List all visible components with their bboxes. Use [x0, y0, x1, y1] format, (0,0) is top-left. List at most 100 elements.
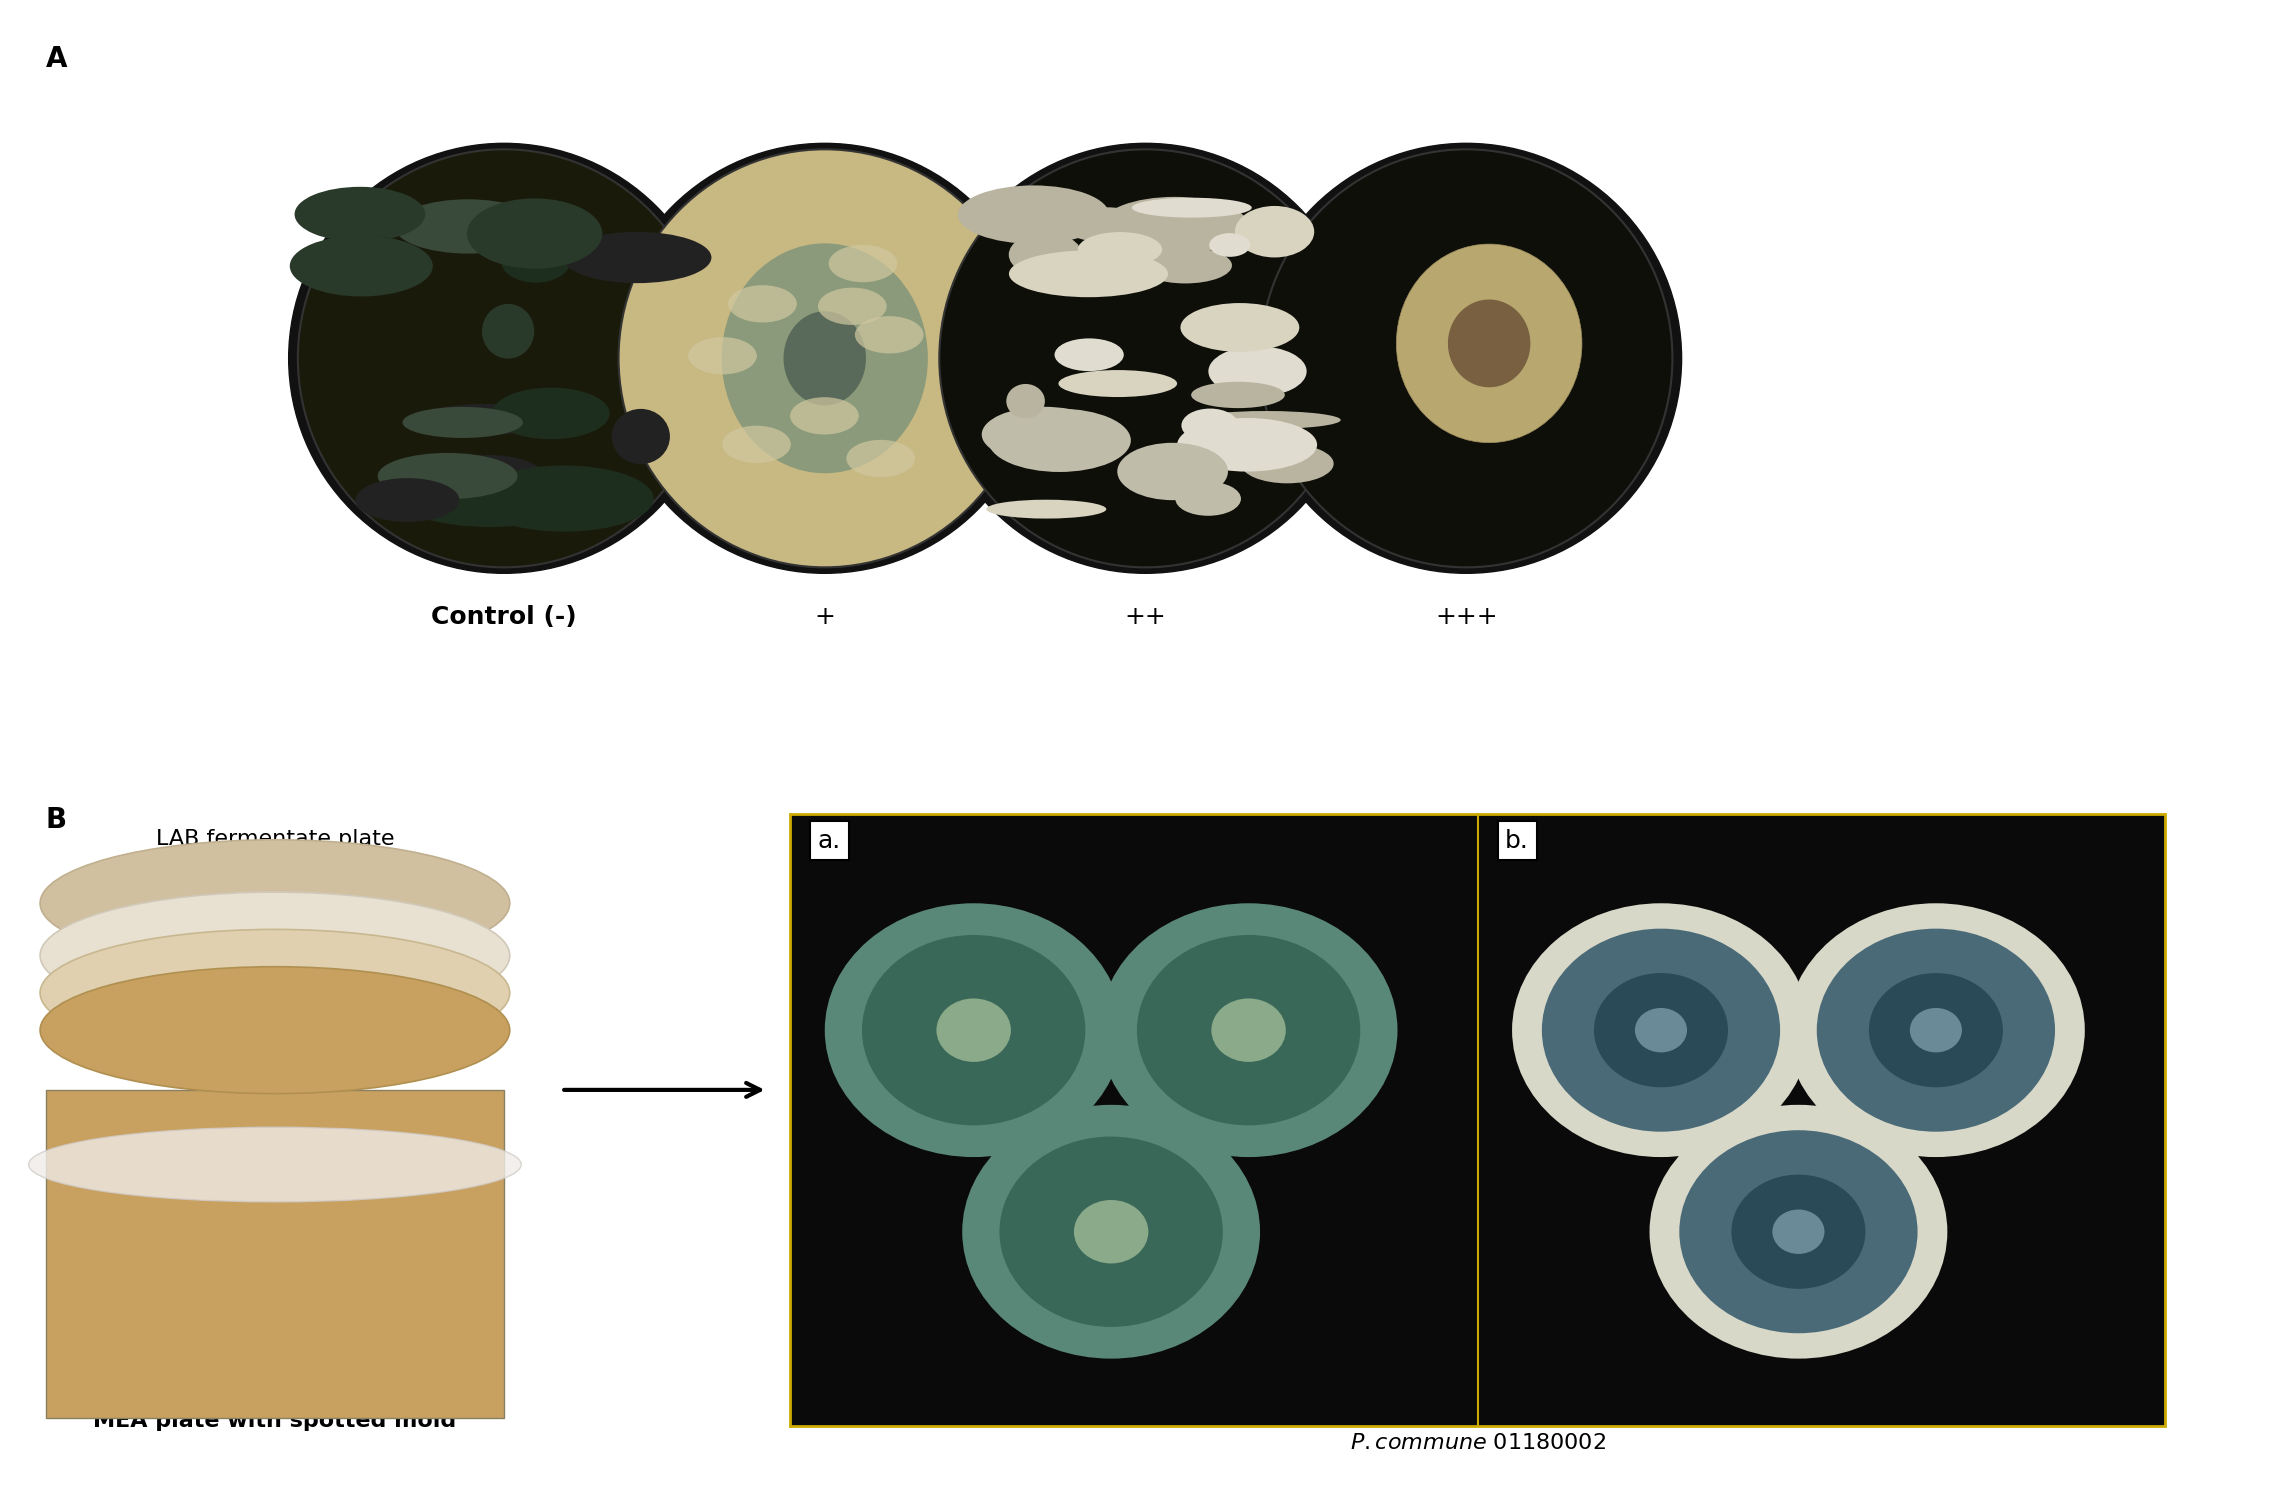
Ellipse shape [1182, 409, 1239, 442]
Ellipse shape [722, 243, 928, 473]
Ellipse shape [962, 1105, 1260, 1359]
Text: ++: ++ [1125, 605, 1166, 629]
Text: a.: a. [818, 829, 841, 853]
Ellipse shape [296, 187, 426, 242]
Ellipse shape [1207, 346, 1306, 397]
Ellipse shape [1650, 1105, 1947, 1359]
Ellipse shape [784, 311, 866, 406]
Ellipse shape [403, 408, 522, 437]
Ellipse shape [1139, 248, 1233, 284]
Ellipse shape [1595, 973, 1727, 1087]
Ellipse shape [467, 199, 603, 269]
Ellipse shape [1191, 382, 1285, 408]
Ellipse shape [378, 452, 518, 499]
Ellipse shape [1178, 418, 1317, 472]
Ellipse shape [1787, 903, 2085, 1157]
Ellipse shape [1212, 999, 1285, 1062]
Ellipse shape [1191, 411, 1340, 428]
Ellipse shape [958, 185, 1109, 243]
Text: A: A [46, 45, 66, 73]
Ellipse shape [289, 143, 719, 573]
Ellipse shape [1817, 929, 2055, 1132]
Ellipse shape [504, 218, 561, 252]
Ellipse shape [1100, 903, 1398, 1157]
Text: LAB fermentate plate: LAB fermentate plate [156, 829, 394, 848]
Ellipse shape [419, 405, 550, 434]
Text: or Control plate: or Control plate [188, 873, 362, 893]
Text: MEA plate with spotted mold: MEA plate with spotted mold [94, 1411, 456, 1430]
Ellipse shape [39, 893, 511, 1018]
Ellipse shape [1679, 1130, 1918, 1333]
Ellipse shape [985, 500, 1107, 518]
Text: b.: b. [1505, 829, 1528, 853]
Ellipse shape [1732, 1175, 1865, 1288]
Ellipse shape [1251, 143, 1682, 573]
Ellipse shape [1180, 303, 1299, 352]
Ellipse shape [818, 288, 887, 325]
Ellipse shape [999, 1136, 1223, 1327]
Ellipse shape [1235, 206, 1315, 257]
Text: $\it{P. commune}$ 01180002: $\it{P. commune}$ 01180002 [1349, 1433, 1606, 1453]
Ellipse shape [1911, 1008, 1961, 1053]
Ellipse shape [289, 236, 433, 297]
Ellipse shape [1260, 149, 1672, 567]
Ellipse shape [1398, 243, 1581, 443]
Ellipse shape [355, 478, 460, 523]
Ellipse shape [1175, 482, 1242, 515]
Ellipse shape [829, 245, 898, 282]
Ellipse shape [861, 935, 1086, 1126]
Ellipse shape [39, 929, 511, 1057]
Ellipse shape [939, 149, 1352, 567]
Ellipse shape [1074, 1200, 1148, 1263]
Ellipse shape [937, 999, 1010, 1062]
Ellipse shape [619, 149, 1031, 567]
Ellipse shape [401, 475, 577, 527]
Text: Control (-): Control (-) [431, 605, 577, 629]
Ellipse shape [1242, 443, 1333, 484]
Ellipse shape [314, 236, 422, 281]
Ellipse shape [1063, 208, 1150, 242]
Ellipse shape [1210, 233, 1251, 257]
Ellipse shape [1077, 231, 1162, 267]
Ellipse shape [1132, 197, 1251, 218]
Text: B: B [46, 806, 66, 835]
Ellipse shape [394, 199, 541, 254]
Bar [790, 814, 2165, 1426]
Ellipse shape [983, 406, 1107, 463]
Ellipse shape [825, 903, 1123, 1157]
Ellipse shape [612, 409, 669, 464]
Ellipse shape [1136, 935, 1361, 1126]
Ellipse shape [687, 337, 756, 375]
Ellipse shape [1773, 1209, 1824, 1254]
Ellipse shape [722, 426, 790, 463]
Ellipse shape [1869, 973, 2002, 1087]
Ellipse shape [729, 285, 797, 322]
Ellipse shape [39, 967, 511, 1093]
Text: +: + [813, 605, 836, 629]
Ellipse shape [1102, 197, 1249, 254]
Ellipse shape [1448, 300, 1530, 387]
Ellipse shape [1006, 384, 1045, 418]
FancyBboxPatch shape [46, 1090, 504, 1418]
Ellipse shape [1542, 929, 1780, 1132]
Ellipse shape [1008, 251, 1168, 297]
Ellipse shape [855, 317, 923, 354]
Text: +++: +++ [1434, 605, 1498, 629]
Ellipse shape [1636, 1008, 1686, 1053]
Ellipse shape [433, 455, 543, 496]
Ellipse shape [502, 239, 570, 282]
Ellipse shape [39, 841, 511, 967]
Ellipse shape [845, 440, 914, 478]
Ellipse shape [930, 143, 1361, 573]
Ellipse shape [1008, 233, 1081, 276]
Ellipse shape [564, 231, 713, 284]
Ellipse shape [27, 1127, 522, 1202]
Ellipse shape [298, 149, 710, 567]
Ellipse shape [1054, 339, 1125, 372]
Ellipse shape [1512, 903, 1810, 1157]
Ellipse shape [1118, 443, 1228, 500]
Ellipse shape [474, 466, 653, 532]
Ellipse shape [493, 388, 609, 439]
Ellipse shape [609, 143, 1040, 573]
Ellipse shape [790, 397, 859, 434]
